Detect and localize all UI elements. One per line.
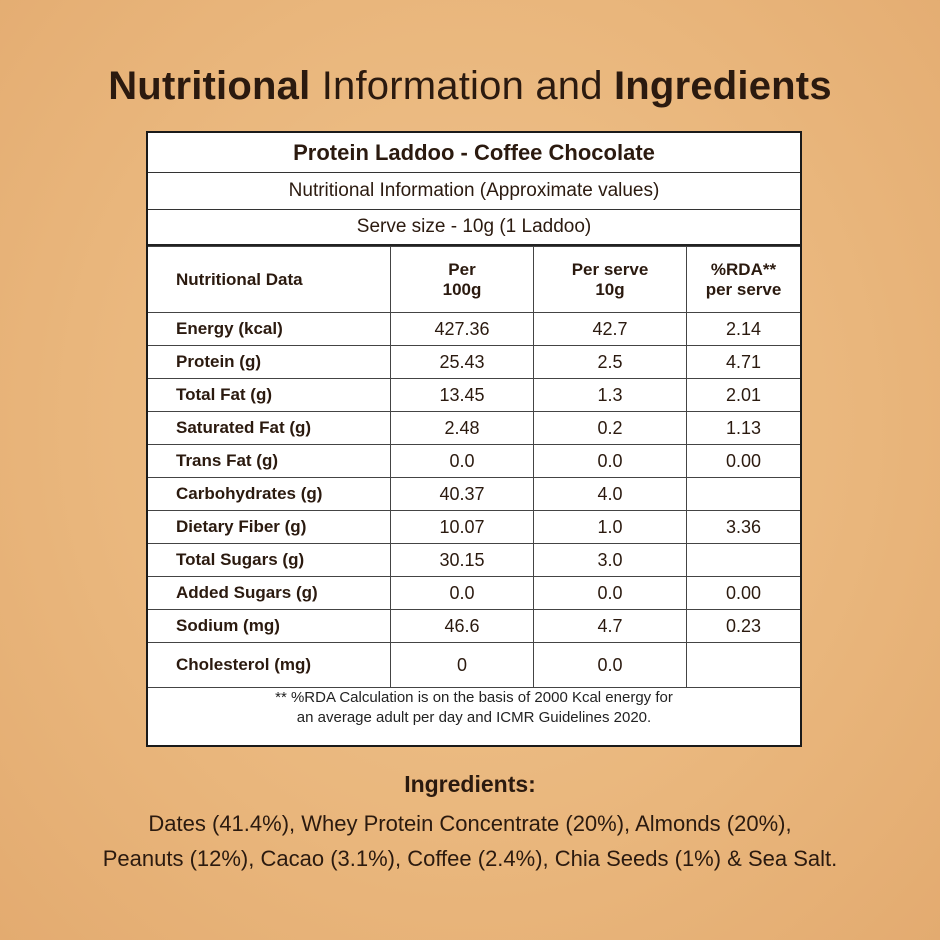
cell-per-serve: 0.0 (533, 576, 687, 610)
col-header-per-100g: Per 100g (390, 246, 534, 313)
row-label: Total Sugars (g) (148, 543, 391, 577)
row-label: Added Sugars (g) (148, 576, 391, 610)
cell-per-100g: 427.36 (390, 312, 534, 346)
table-row: Dietary Fiber (g) 10.07 1.0 3.36 (148, 510, 800, 544)
ingredients-title: Ingredients: (404, 771, 536, 797)
row-label: Trans Fat (g) (148, 444, 391, 478)
cell-rda: 1.13 (686, 411, 800, 445)
cell-per-100g: 46.6 (390, 609, 534, 643)
cell-rda: 3.36 (686, 510, 800, 544)
table-row: Carbohydrates (g) 40.37 4.0 (148, 477, 800, 511)
cell-per-100g: 0 (390, 642, 534, 688)
table-row: Added Sugars (g) 0.0 0.0 0.00 (148, 576, 800, 610)
heading-information-and: Information and (310, 64, 614, 108)
footnote-line-1: ** %RDA Calculation is on the basis of 2… (275, 689, 673, 706)
table-header-row: Nutritional Data Per 100g Per serve 10g … (148, 246, 800, 313)
col-header-per-serve: Per serve 10g (533, 246, 687, 313)
row-label: Carbohydrates (g) (148, 477, 391, 511)
heading-ingredients: Ingredients (613, 64, 832, 108)
cell-rda: 2.01 (686, 378, 800, 412)
table-row: Cholesterol (mg) 0 0.0 (148, 642, 800, 688)
table-row: Total Fat (g) 13.45 1.3 2.01 (148, 378, 800, 412)
cell-per-100g: 2.48 (390, 411, 534, 445)
ingredients-line-1: Dates (41.4%), Whey Protein Concentrate … (148, 811, 792, 836)
col-header-nutritional-data: Nutritional Data (148, 246, 391, 313)
cell-per-100g: 0.0 (390, 576, 534, 610)
cell-rda: 0.00 (686, 444, 800, 478)
ingredients-line-2: Peanuts (12%), Cacao (3.1%), Coffee (2.4… (102, 846, 838, 871)
cell-per-100g: 40.37 (390, 477, 534, 511)
panel-subtitle: Nutritional Information (Approximate val… (148, 173, 800, 210)
ingredients-list: Dates (41.4%), Whey Protein Concentrate … (0, 806, 940, 876)
cell-per-100g: 0.0 (390, 444, 534, 478)
footnote-line-2: an average adult per day and ICMR Guidel… (296, 709, 652, 726)
cell-per-serve: 2.5 (533, 345, 687, 379)
nutrition-table: Nutritional Data Per 100g Per serve 10g … (148, 246, 800, 688)
table-row: Sodium (mg) 46.6 4.7 0.23 (148, 609, 800, 643)
cell-per-100g: 10.07 (390, 510, 534, 544)
col-header-rda-line2: per serve (705, 279, 782, 299)
col-header-per-serve-line1: Per serve (571, 259, 649, 279)
table-row: Protein (g) 25.43 2.5 4.71 (148, 345, 800, 379)
cell-per-100g: 30.15 (390, 543, 534, 577)
cell-rda (686, 477, 800, 511)
table-row: Energy (kcal) 427.36 42.7 2.14 (148, 312, 800, 346)
col-header-rda-line1: %RDA** (710, 259, 777, 279)
cell-rda: 0.23 (686, 609, 800, 643)
col-header-per-serve-line2: 10g (595, 279, 625, 299)
cell-rda (686, 642, 800, 688)
cell-rda: 0.00 (686, 576, 800, 610)
cell-rda: 4.71 (686, 345, 800, 379)
cell-per-serve: 3.0 (533, 543, 687, 577)
cell-per-serve: 42.7 (533, 312, 687, 346)
table-row: Saturated Fat (g) 2.48 0.2 1.13 (148, 411, 800, 445)
row-label: Dietary Fiber (g) (148, 510, 391, 544)
col-header-per-100g-line2: 100g (442, 279, 482, 299)
row-label: Saturated Fat (g) (148, 411, 391, 445)
serve-size: Serve size - 10g (1 Laddoo) (148, 210, 800, 246)
col-header-rda: %RDA** per serve (686, 246, 800, 313)
page-heading: Nutritional Information and Ingredients (0, 64, 940, 109)
nutrition-panel: Protein Laddoo - Coffee Chocolate Nutrit… (146, 131, 802, 747)
rda-footnote: ** %RDA Calculation is on the basis of 2… (146, 688, 802, 728)
cell-per-serve: 4.0 (533, 477, 687, 511)
row-label: Energy (kcal) (148, 312, 391, 346)
heading-nutritional: Nutritional (108, 64, 311, 108)
cell-per-100g: 25.43 (390, 345, 534, 379)
cell-rda: 2.14 (686, 312, 800, 346)
row-label: Sodium (mg) (148, 609, 391, 643)
cell-per-serve: 1.3 (533, 378, 687, 412)
cell-per-serve: 0.0 (533, 444, 687, 478)
cell-per-serve: 0.0 (533, 642, 687, 688)
cell-per-serve: 1.0 (533, 510, 687, 544)
table-row: Total Sugars (g) 30.15 3.0 (148, 543, 800, 577)
cell-rda (686, 543, 800, 577)
row-label: Protein (g) (148, 345, 391, 379)
cell-per-100g: 13.45 (390, 378, 534, 412)
cell-per-serve: 4.7 (533, 609, 687, 643)
row-label: Cholesterol (mg) (148, 642, 391, 688)
cell-per-serve: 0.2 (533, 411, 687, 445)
row-label: Total Fat (g) (148, 378, 391, 412)
product-title: Protein Laddoo - Coffee Chocolate (148, 133, 800, 173)
col-header-per-100g-line1: Per (448, 259, 476, 279)
table-row: Trans Fat (g) 0.0 0.0 0.00 (148, 444, 800, 478)
